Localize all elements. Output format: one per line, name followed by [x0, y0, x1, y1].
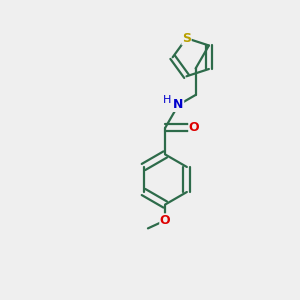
Text: O: O [160, 214, 170, 227]
Text: N: N [173, 98, 184, 111]
Text: S: S [182, 32, 191, 45]
Text: H: H [163, 95, 171, 106]
Text: O: O [189, 121, 200, 134]
